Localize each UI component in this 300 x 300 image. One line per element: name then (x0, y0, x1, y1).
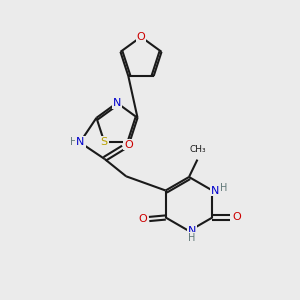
Text: S: S (101, 137, 108, 147)
Text: O: O (136, 32, 146, 42)
Text: H: H (70, 137, 77, 147)
Text: N: N (211, 185, 220, 196)
Text: O: O (232, 212, 241, 223)
Text: O: O (138, 214, 147, 224)
Text: N: N (113, 98, 121, 108)
Text: N: N (188, 226, 196, 236)
Text: N: N (76, 137, 85, 147)
Text: O: O (124, 140, 133, 149)
Text: H: H (220, 183, 227, 193)
Text: H: H (188, 232, 195, 243)
Text: CH₃: CH₃ (189, 145, 206, 154)
